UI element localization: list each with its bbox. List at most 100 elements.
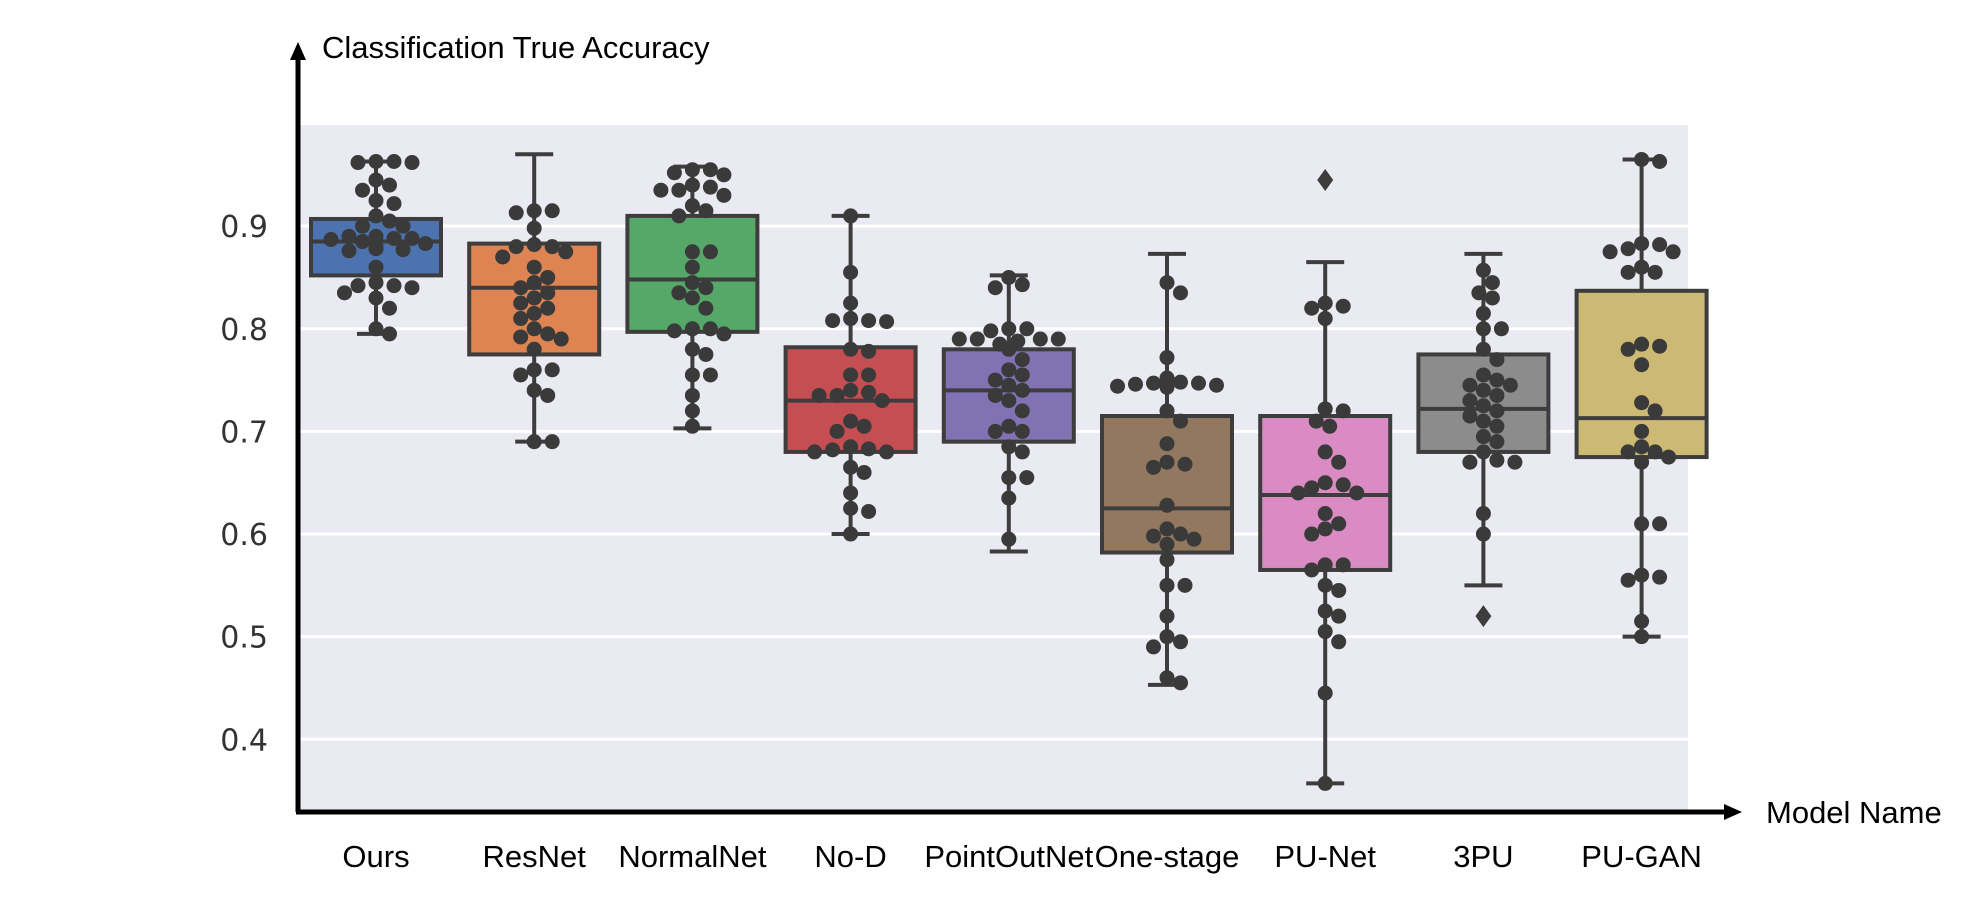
- swarm-point: [1661, 449, 1677, 465]
- x-tick-label: PU-GAN: [1581, 839, 1702, 874]
- swarm-point: [684, 387, 700, 403]
- swarm-point: [1159, 552, 1175, 568]
- swarm-point: [1462, 393, 1478, 409]
- swarm-point: [1634, 439, 1650, 455]
- swarm-point: [843, 485, 859, 501]
- swarm-point: [684, 403, 700, 419]
- x-axis-title: Model Name: [1766, 795, 1942, 830]
- swarm-point: [843, 526, 859, 542]
- swarm-points-group: [323, 151, 1681, 791]
- swarm-point: [1177, 456, 1193, 472]
- swarm-point: [355, 234, 370, 250]
- swarm-point: [404, 155, 420, 171]
- swarm-point: [1634, 516, 1650, 532]
- swarm-point: [983, 323, 999, 339]
- swarm-point: [386, 196, 402, 212]
- swarm-point: [1475, 444, 1491, 460]
- x-tick-label: No-D: [814, 839, 886, 874]
- swarm-point: [1647, 444, 1663, 460]
- swarm-point: [843, 264, 859, 280]
- x-tick-label: One-stage: [1095, 839, 1240, 874]
- swarm-point: [513, 280, 529, 296]
- swarm-point: [382, 213, 397, 229]
- swarm-point: [1173, 526, 1188, 542]
- swarm-point: [495, 249, 511, 265]
- swarm-point: [829, 423, 845, 439]
- swarm-point: [702, 367, 718, 383]
- swarm-point: [553, 331, 569, 347]
- swarm-point: [1634, 336, 1650, 352]
- swarm-point: [1335, 403, 1351, 419]
- swarm-point: [1620, 572, 1636, 588]
- swarm-point: [1159, 536, 1175, 552]
- swarm-point: [825, 442, 841, 458]
- swarm-point: [1475, 429, 1491, 445]
- swarm-point: [1001, 470, 1017, 486]
- swarm-point: [1014, 403, 1030, 419]
- swarm-point: [987, 423, 1003, 439]
- swarm-point: [1159, 403, 1175, 419]
- swarm-point: [698, 300, 714, 316]
- swarm-point: [1475, 367, 1491, 383]
- swarm-point: [684, 321, 700, 337]
- swarm-point: [1634, 259, 1650, 275]
- y-tick-label: 0.4: [220, 723, 268, 758]
- swarm-point: [350, 278, 366, 294]
- swarm-point: [1489, 403, 1505, 419]
- swarm-point: [843, 208, 859, 224]
- swarm-point: [1489, 372, 1505, 388]
- swarm-point: [1001, 341, 1017, 357]
- swarm-point: [544, 362, 560, 378]
- swarm-point: [368, 153, 384, 169]
- swarm-point: [856, 418, 872, 434]
- swarm-point: [1462, 454, 1478, 470]
- swarm-point: [404, 230, 420, 246]
- swarm-point: [684, 290, 700, 306]
- swarm-point: [1173, 285, 1188, 301]
- swarm-point: [1620, 264, 1636, 280]
- swarm-point: [1634, 357, 1650, 373]
- swarm-point: [807, 444, 823, 460]
- swarm-point: [987, 387, 1003, 403]
- swarm-point: [526, 259, 542, 275]
- swarm-point: [666, 323, 682, 339]
- swarm-point: [1475, 305, 1491, 321]
- swarm-point: [843, 382, 859, 398]
- swarm-point: [684, 275, 700, 291]
- swarm-point: [1001, 439, 1017, 455]
- swarm-point: [698, 280, 714, 296]
- swarm-point: [1014, 367, 1030, 383]
- swarm-point: [1032, 331, 1048, 347]
- swarm-point: [879, 444, 895, 460]
- swarm-point: [1475, 321, 1491, 337]
- swarm-point: [355, 218, 370, 234]
- swarm-point: [1634, 151, 1650, 167]
- swarm-point: [1001, 418, 1017, 434]
- swarm-point: [1502, 377, 1518, 393]
- swarm-point: [1173, 374, 1188, 390]
- swarm-point: [386, 278, 402, 294]
- x-tick-label: NormalNet: [618, 839, 767, 874]
- swarm-point: [684, 177, 700, 193]
- swarm-point: [1652, 237, 1668, 253]
- swarm-point: [1475, 506, 1491, 522]
- y-tick-label: 0.7: [220, 415, 268, 450]
- swarm-point: [1475, 262, 1491, 278]
- swarm-point: [513, 311, 529, 327]
- swarm-point: [1317, 506, 1333, 522]
- swarm-point: [1308, 413, 1324, 429]
- swarm-point: [544, 203, 560, 219]
- swarm-point: [671, 208, 687, 224]
- swarm-point: [1475, 526, 1491, 542]
- swarm-point: [1349, 485, 1365, 501]
- swarm-point: [825, 313, 841, 329]
- swarm-point: [987, 372, 1003, 388]
- swarm-point: [1317, 295, 1333, 311]
- swarm-point: [684, 259, 700, 275]
- swarm-point: [843, 500, 859, 516]
- swarm-point: [341, 228, 357, 244]
- swarm-point: [1484, 290, 1500, 306]
- swarm-point: [1146, 375, 1161, 391]
- swarm-point: [1317, 624, 1333, 640]
- swarm-point: [1620, 444, 1636, 460]
